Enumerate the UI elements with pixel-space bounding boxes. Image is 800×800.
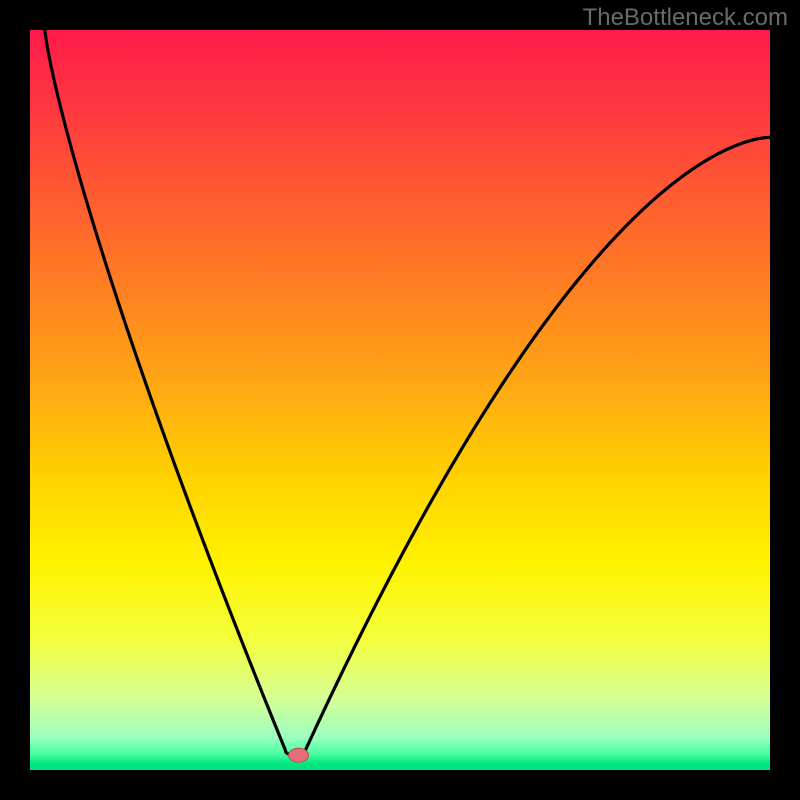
chart-canvas: TheBottleneck.com (0, 0, 800, 800)
plot-area (30, 30, 770, 770)
watermark-text: TheBottleneck.com (583, 4, 788, 32)
optimal-point-marker (289, 748, 309, 762)
chart-svg (0, 0, 800, 800)
